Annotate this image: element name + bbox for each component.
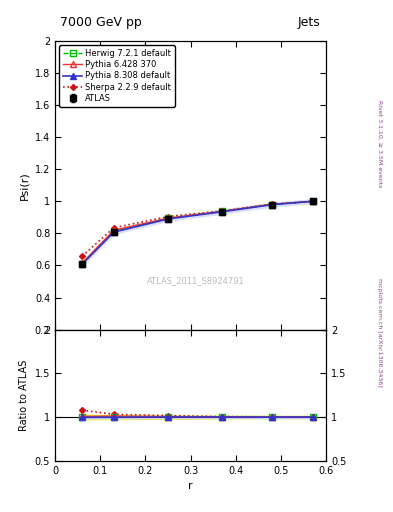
Pythia 8.308 default [166, 216, 171, 222]
Herwig 7.2.1 default [270, 201, 274, 207]
Herwig 7.2.1 default [112, 229, 116, 235]
Line: Herwig 7.2.1 default: Herwig 7.2.1 default [79, 199, 316, 267]
Text: Rivet 3.1.10, ≥ 3.5M events: Rivet 3.1.10, ≥ 3.5M events [377, 100, 382, 187]
Pythia 8.308 default [112, 229, 116, 235]
X-axis label: r: r [188, 481, 193, 491]
Line: Sherpa 2.2.9 default: Sherpa 2.2.9 default [80, 199, 315, 258]
Pythia 6.428 370 [270, 201, 274, 207]
Sherpa 2.2.9 default [220, 208, 225, 214]
Text: ATLAS_2011_S8924791: ATLAS_2011_S8924791 [147, 276, 245, 285]
Line: Pythia 8.308 default: Pythia 8.308 default [79, 199, 316, 267]
Pythia 8.308 default [220, 209, 225, 215]
Herwig 7.2.1 default [80, 261, 84, 267]
Pythia 6.428 370 [112, 227, 116, 233]
Sherpa 2.2.9 default [166, 214, 171, 220]
Sherpa 2.2.9 default [270, 201, 274, 207]
Sherpa 2.2.9 default [310, 198, 315, 204]
Pythia 8.308 default [270, 202, 274, 208]
Herwig 7.2.1 default [166, 215, 171, 221]
Y-axis label: Ratio to ATLAS: Ratio to ATLAS [19, 359, 29, 431]
Herwig 7.2.1 default [310, 198, 315, 204]
Y-axis label: Psi(r): Psi(r) [19, 171, 29, 200]
Sherpa 2.2.9 default [112, 225, 116, 231]
Text: Jets: Jets [298, 16, 321, 29]
Legend: Herwig 7.2.1 default, Pythia 6.428 370, Pythia 8.308 default, Sherpa 2.2.9 defau: Herwig 7.2.1 default, Pythia 6.428 370, … [59, 45, 175, 107]
Text: mcplots.cern.ch [arXiv:1306.3436]: mcplots.cern.ch [arXiv:1306.3436] [377, 279, 382, 387]
Pythia 6.428 370 [80, 260, 84, 266]
Pythia 8.308 default [80, 261, 84, 267]
Pythia 6.428 370 [310, 198, 315, 204]
Line: Pythia 6.428 370: Pythia 6.428 370 [79, 199, 316, 266]
Pythia 8.308 default [310, 198, 315, 204]
Sherpa 2.2.9 default [80, 253, 84, 259]
Pythia 6.428 370 [166, 215, 171, 221]
Text: 7000 GeV pp: 7000 GeV pp [61, 16, 142, 29]
Herwig 7.2.1 default [220, 208, 225, 215]
Pythia 6.428 370 [220, 208, 225, 215]
